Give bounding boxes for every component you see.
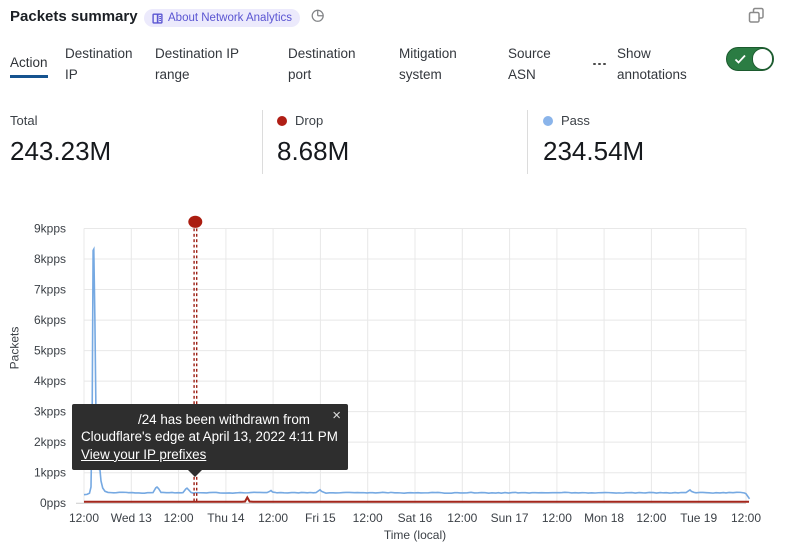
svg-text:9kpps: 9kpps [34, 222, 66, 236]
svg-text:Fri 15: Fri 15 [305, 511, 336, 525]
svg-text:12:00: 12:00 [731, 511, 761, 525]
svg-text:4kpps: 4kpps [34, 374, 66, 388]
svg-text:Time (local): Time (local) [384, 528, 446, 542]
svg-text:Thu 14: Thu 14 [207, 511, 245, 525]
svg-text:Sat 16: Sat 16 [398, 511, 433, 525]
svg-text:8kpps: 8kpps [34, 252, 66, 266]
svg-text:7kpps: 7kpps [34, 283, 66, 297]
svg-text:Tue 19: Tue 19 [680, 511, 717, 525]
svg-text:0pps: 0pps [40, 496, 66, 510]
svg-text:2kpps: 2kpps [34, 435, 66, 449]
svg-text:12:00: 12:00 [164, 511, 194, 525]
svg-text:12:00: 12:00 [69, 511, 99, 525]
svg-text:12:00: 12:00 [353, 511, 383, 525]
svg-text:Packets: Packets [8, 327, 22, 370]
svg-text:6kpps: 6kpps [34, 313, 66, 327]
svg-text:3kpps: 3kpps [34, 405, 66, 419]
svg-text:Sun 17: Sun 17 [491, 511, 529, 525]
svg-text:12:00: 12:00 [258, 511, 288, 525]
svg-text:12:00: 12:00 [542, 511, 572, 525]
svg-text:12:00: 12:00 [447, 511, 477, 525]
svg-text:1kpps: 1kpps [34, 466, 66, 480]
svg-text:12:00: 12:00 [636, 511, 666, 525]
svg-text:5kpps: 5kpps [34, 344, 66, 358]
svg-text:Mon 18: Mon 18 [584, 511, 624, 525]
svg-text:Wed 13: Wed 13 [111, 511, 152, 525]
